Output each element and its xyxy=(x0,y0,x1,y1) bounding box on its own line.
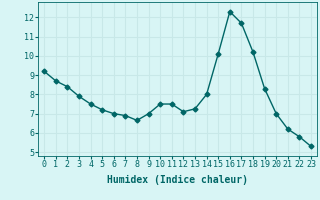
X-axis label: Humidex (Indice chaleur): Humidex (Indice chaleur) xyxy=(107,175,248,185)
